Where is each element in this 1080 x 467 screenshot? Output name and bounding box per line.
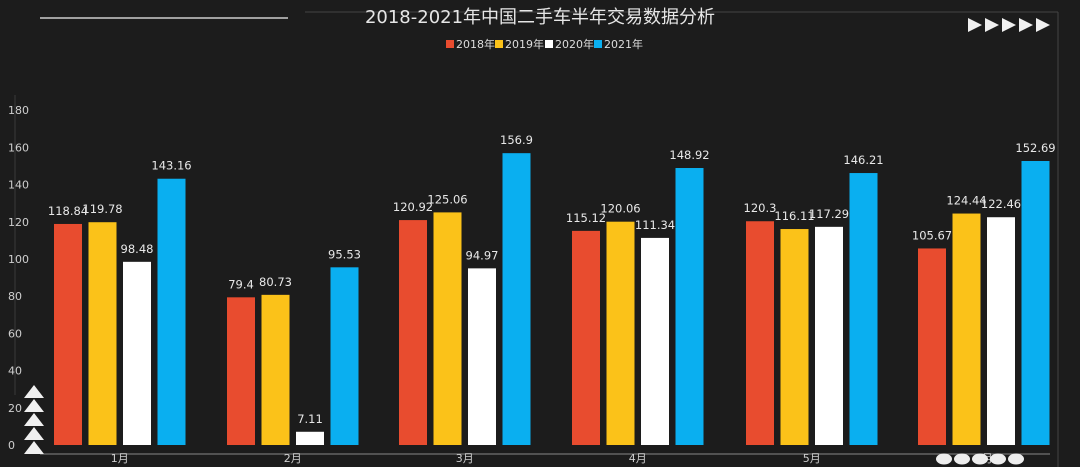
legend-label: 2019年 (505, 37, 544, 51)
bar (1021, 160, 1050, 446)
data-label: 152.69 (1015, 141, 1055, 155)
bar (502, 153, 531, 445)
data-label: 122.46 (981, 197, 1021, 211)
legend-label: 2018年 (456, 37, 495, 51)
stacked-triangles-icon (24, 385, 44, 454)
bar (330, 267, 359, 445)
y-tick-label: 80 (8, 290, 22, 303)
data-label: 120.92 (393, 200, 433, 214)
legend-swatch (594, 40, 602, 48)
bar (572, 230, 600, 445)
data-label: 143.16 (151, 159, 191, 173)
data-label: 7.11 (297, 412, 323, 426)
bar (157, 178, 186, 445)
bar (780, 229, 809, 445)
data-label: 118.84 (48, 204, 88, 218)
bar (433, 212, 462, 445)
x-tick-label: 4月 (629, 452, 647, 465)
y-tick-label: 40 (8, 365, 22, 378)
bar (88, 222, 117, 445)
legend: 2018年 2019年 2020年 2021年 (446, 37, 643, 51)
data-label: 111.34 (635, 218, 675, 232)
legend-swatch (495, 40, 503, 48)
data-label: 115.12 (566, 211, 606, 225)
x-tick-label: 5月 (803, 452, 821, 465)
legend-label: 2020年 (555, 37, 594, 51)
dots-icon (936, 453, 1024, 465)
data-label: 156.9 (500, 133, 533, 147)
y-tick-label: 100 (8, 253, 29, 266)
bar (468, 268, 496, 445)
legend-swatch (545, 40, 553, 48)
bar (952, 213, 981, 445)
bar (641, 237, 669, 445)
data-label: 146.21 (843, 153, 883, 167)
bar (227, 297, 255, 445)
bar (296, 431, 324, 445)
y-tick-label: 60 (8, 327, 22, 340)
data-label: 116.11 (774, 209, 814, 223)
y-axis: 0 20 40 60 80 100 120 140 160 180 (8, 104, 29, 452)
bar (849, 173, 878, 446)
data-label: 125.06 (427, 192, 467, 206)
data-label: 95.53 (328, 247, 361, 261)
y-tick-label: 0 (8, 439, 15, 452)
bar (123, 261, 151, 445)
data-labels: 118.84 79.4 120.92 115.12 120.3 105.67 119.78 8… (48, 133, 1056, 426)
bar (675, 168, 704, 446)
bar (987, 217, 1015, 445)
bar (54, 223, 82, 445)
data-label: 98.48 (121, 242, 154, 256)
bar (261, 294, 290, 445)
y-tick-label: 140 (8, 179, 29, 192)
chart-title: 2018-2021年中国二手车半年交易数据分析 (365, 7, 715, 28)
bar (746, 221, 774, 445)
bar (918, 248, 946, 445)
data-label: 119.78 (82, 202, 122, 216)
data-label: 120.06 (600, 202, 640, 216)
data-label: 124.44 (946, 194, 986, 208)
data-label: 148.92 (669, 148, 709, 162)
y-tick-label: 180 (8, 104, 29, 117)
y-tick-label: 20 (8, 402, 22, 415)
fast-forward-arrows-icon (968, 18, 1050, 32)
bar (606, 221, 635, 445)
bar (399, 220, 427, 445)
x-tick-label: 1月 (111, 452, 129, 465)
legend-swatch (446, 40, 454, 48)
bar (815, 226, 843, 445)
data-label: 120.3 (744, 201, 777, 215)
data-label: 117.29 (809, 207, 849, 221)
y-tick-label: 120 (8, 216, 29, 229)
data-label: 105.67 (912, 228, 952, 242)
legend-label: 2021年 (604, 37, 643, 51)
y-tick-label: 160 (8, 141, 29, 154)
data-label: 80.73 (259, 275, 292, 289)
data-label: 79.4 (228, 277, 254, 291)
bars (54, 153, 1050, 446)
x-tick-label: 2月 (284, 452, 302, 465)
data-label: 94.97 (466, 248, 499, 262)
x-tick-label: 3月 (456, 452, 474, 465)
